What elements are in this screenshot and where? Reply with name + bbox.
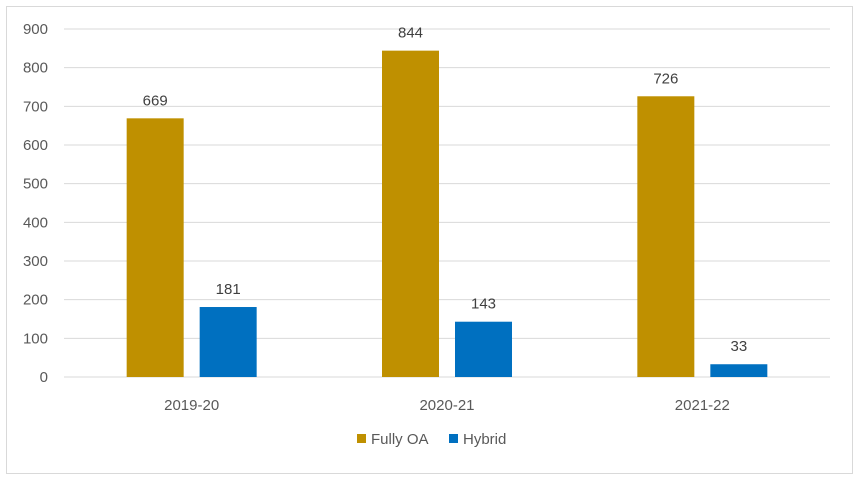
y-tick-label: 500 xyxy=(23,176,48,193)
y-tick-label: 800 xyxy=(23,60,48,77)
data-labels: 669 181 844 143 726 33 xyxy=(143,25,748,356)
legend-label-fully-oa: Fully OA xyxy=(371,431,429,448)
bar-hybrid-2021-22 xyxy=(710,364,768,377)
y-tick-label: 900 xyxy=(23,21,48,38)
bars xyxy=(126,50,768,378)
bar-fully-oa-2019-20 xyxy=(126,118,184,377)
bar-fully-oa-2020-21 xyxy=(382,50,439,378)
y-tick-label: 600 xyxy=(23,137,48,154)
gridlines xyxy=(64,28,830,378)
data-label-fully-oa-2019-20: 669 xyxy=(143,92,168,109)
y-tick-label: 0 xyxy=(40,369,48,386)
x-tick-label: 2021-22 xyxy=(675,397,730,414)
legend-swatch-hybrid xyxy=(449,434,458,443)
data-label-hybrid-2019-20: 181 xyxy=(216,281,241,298)
y-tick-label: 300 xyxy=(23,253,48,270)
y-tick-label: 400 xyxy=(23,214,48,231)
y-tick-label: 100 xyxy=(23,330,48,347)
y-axis-ticks: 0 100 200 300 400 500 600 700 800 900 xyxy=(23,21,48,386)
data-label-hybrid-2021-22: 33 xyxy=(730,338,747,355)
bar-hybrid-2019-20 xyxy=(199,307,257,377)
data-label-fully-oa-2020-21: 844 xyxy=(398,25,423,42)
data-label-fully-oa-2021-22: 726 xyxy=(653,70,678,87)
x-tick-label: 2020-21 xyxy=(419,397,474,414)
x-axis-ticks: 2019-20 2020-21 2021-22 xyxy=(164,397,730,414)
y-tick-label: 700 xyxy=(23,98,48,115)
legend-label-hybrid: Hybrid xyxy=(463,431,506,448)
x-tick-label: 2019-20 xyxy=(164,397,219,414)
legend: Fully OA Hybrid xyxy=(357,431,506,448)
data-label-hybrid-2020-21: 143 xyxy=(471,296,496,313)
bar-fully-oa-2021-22 xyxy=(637,96,695,377)
y-tick-label: 200 xyxy=(23,292,48,309)
legend-swatch-fully-oa xyxy=(357,434,366,443)
bar-hybrid-2020-21 xyxy=(455,321,512,377)
